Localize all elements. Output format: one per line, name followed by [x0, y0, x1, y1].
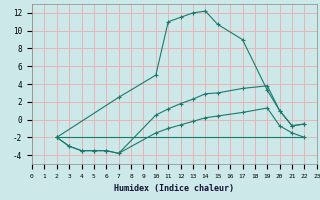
X-axis label: Humidex (Indice chaleur): Humidex (Indice chaleur) — [115, 184, 234, 193]
